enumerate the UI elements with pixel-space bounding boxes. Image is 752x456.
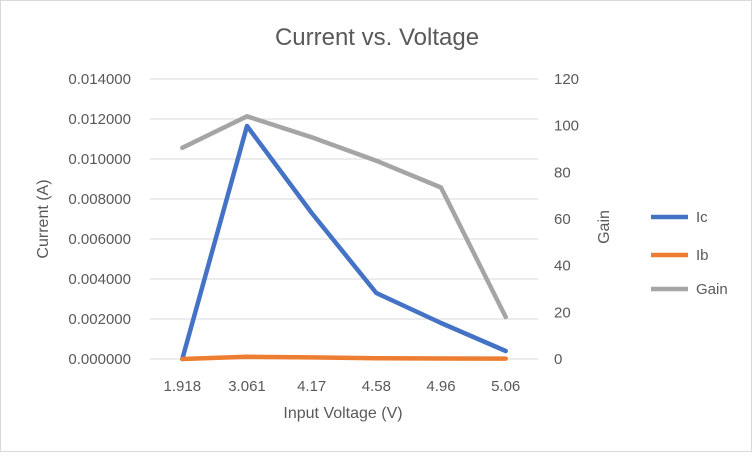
series-line-gain [180,114,508,320]
y-tick-label: 0.004000 [68,271,131,288]
x-tick-label: 1.918 [164,378,202,395]
x-tick-label: 4.17 [297,378,326,395]
x-axis-ticks: 1.918 3.061 4.17 4.58 4.96 5.06 [164,378,521,395]
chart-title: Current vs. Voltage [275,24,479,51]
x-tick-label: 4.96 [426,378,455,395]
x-tick-label: 5.06 [491,378,520,395]
y2-axis-title: Gain [596,210,613,244]
y-axis-title: Current (A) [35,179,52,258]
y-tick-label: 0.014000 [68,71,131,88]
gridlines [150,78,538,360]
y2-axis-ticks: 0 20 40 60 80 100 120 [554,71,579,368]
y2-tick-label: 80 [554,164,571,181]
y2-tick-label: 40 [554,258,571,275]
y2-tick-label: 0 [554,351,562,368]
x-tick-label: 3.061 [228,378,266,395]
legend-label-ib: Ib [696,247,709,264]
y-tick-label: 0.010000 [68,151,131,168]
legend: Ic Ib Gain [651,209,728,298]
y-tick-label: 0.006000 [68,231,131,248]
y-tick-label: 0.012000 [68,111,131,128]
legend-label-gain: Gain [696,281,728,298]
y-tick-label: 0.008000 [68,191,131,208]
y2-tick-label: 100 [554,118,579,135]
y-tick-label: 0.002000 [68,311,131,328]
y2-tick-label: 60 [554,211,571,228]
series-line-ib [180,354,508,362]
y2-tick-label: 20 [554,304,571,321]
x-axis-title: Input Voltage (V) [283,405,402,422]
y2-tick-label: 120 [554,71,579,88]
series-lines [180,114,508,362]
legend-label-ic: Ic [696,209,708,226]
y-axis-ticks: 0.000000 0.002000 0.004000 0.006000 0.008000… [68,71,131,368]
y-tick-label: 0.000000 [68,351,131,368]
series-line-ic [180,123,508,362]
x-tick-label: 4.58 [362,378,391,395]
